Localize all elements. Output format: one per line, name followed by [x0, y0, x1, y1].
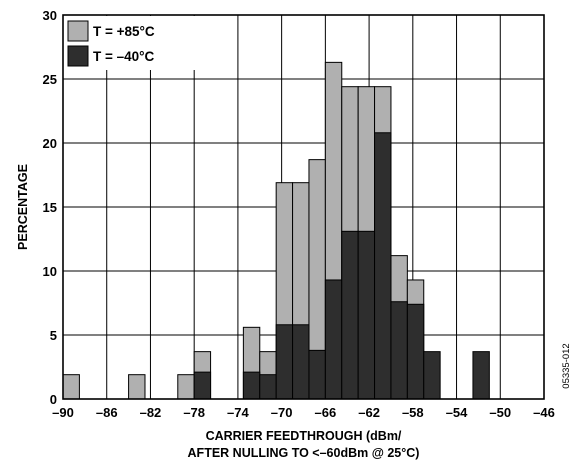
x-tick-label: –66	[315, 405, 337, 420]
bar-minus40	[275, 324, 294, 400]
y-tick-label: 30	[43, 8, 57, 23]
x-tick-label: –70	[271, 405, 293, 420]
x-tick-label: –86	[96, 405, 118, 420]
bar-minus40	[242, 371, 261, 400]
x-tick-label: –82	[140, 405, 162, 420]
y-tick-labels: 0 5 10 15 20 25 30	[43, 8, 57, 407]
legend-label-plus85: T = +85°C	[93, 24, 155, 39]
legend-swatch-plus85	[67, 20, 89, 42]
x-tick-label: –62	[358, 405, 380, 420]
x-tick-label: –58	[402, 405, 424, 420]
y-tick-label: 10	[43, 264, 57, 279]
x-tick-label: –90	[52, 405, 74, 420]
x-tick-label: –46	[533, 405, 555, 420]
bar-minus40	[406, 303, 425, 400]
bar-minus40	[259, 374, 277, 400]
y-axis-title: PERCENTAGE	[16, 164, 30, 250]
bar-minus40	[341, 230, 359, 400]
x-tick-label: –74	[227, 405, 249, 420]
bar-minus40	[308, 349, 326, 400]
bar-minus40	[472, 351, 490, 400]
x-axis-title-line-2: AFTER NULLING TO <–60dBm @ 25°C)	[188, 446, 420, 460]
y-tick-label: 25	[43, 72, 57, 87]
legend: T = +85°C T = –40°C	[64, 16, 212, 70]
legend-background	[64, 16, 212, 70]
bar-plus85	[62, 374, 80, 400]
bar-plus85	[177, 374, 195, 400]
legend-swatch-minus40	[67, 45, 89, 67]
plot-area-frame	[62, 14, 545, 400]
series-minus40-bars	[193, 132, 490, 400]
x-tick-labels: –90 –86 –82 –78 –74 –70 –66 –62 –58 –54 –50 –46	[52, 405, 555, 420]
x-axis-title-line-1: CARRIER FEEDTHROUGH (dBm/	[206, 429, 402, 443]
x-tick-label: –54	[446, 405, 468, 420]
bar-minus40	[193, 371, 212, 400]
bar-minus40	[292, 324, 310, 400]
bar-minus40	[357, 230, 376, 400]
bar-minus40	[423, 351, 441, 400]
y-tick-label: 0	[50, 392, 57, 407]
bar-minus40	[374, 132, 392, 400]
bar-minus40	[324, 279, 343, 400]
x-tick-label: –50	[489, 405, 511, 420]
y-tick-label: 15	[43, 200, 57, 215]
legend-label-minus40: T = –40°C	[93, 49, 155, 64]
y-tick-label: 5	[50, 328, 57, 343]
bar-plus85	[128, 374, 146, 400]
bar-minus40	[390, 301, 408, 400]
x-tick-label: –78	[183, 405, 205, 420]
figure-id: 05335-012	[561, 343, 572, 388]
y-tick-label: 20	[43, 136, 57, 151]
